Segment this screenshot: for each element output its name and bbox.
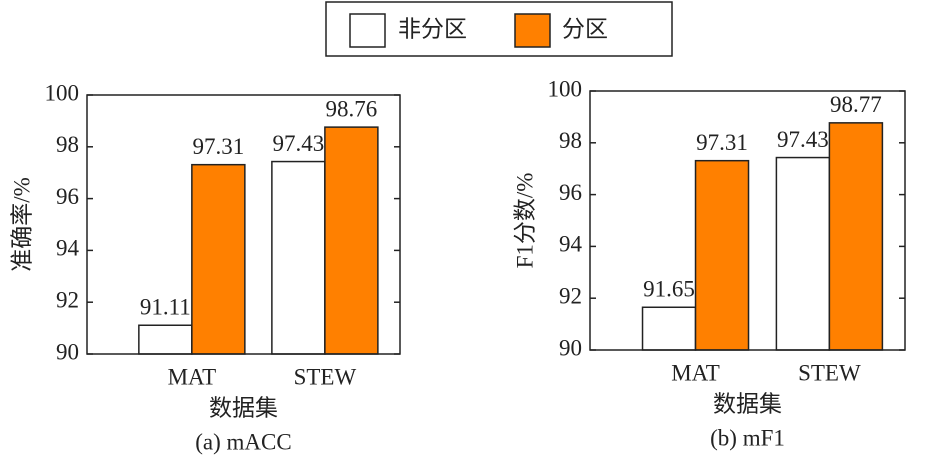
legend-label: 非分区 xyxy=(398,16,467,41)
x-tick-label: MAT xyxy=(671,360,720,385)
y-tick-label: 90 xyxy=(56,339,79,364)
y-tick-label: 90 xyxy=(559,335,582,360)
caption: (a) mACC xyxy=(195,429,291,454)
axes-frame xyxy=(589,90,906,351)
value-label: 97.43 xyxy=(777,127,829,152)
value-label: 91.65 xyxy=(643,277,695,302)
y-tick-label: 96 xyxy=(559,180,582,205)
x-axis-label: 数据集 xyxy=(209,395,278,420)
bar xyxy=(271,160,326,355)
y-tick-label: 92 xyxy=(56,287,79,312)
value-label: 97.31 xyxy=(192,134,244,159)
y-tick-label: 94 xyxy=(559,232,583,257)
y-tick-label: 98 xyxy=(56,132,79,157)
value-label: 98.77 xyxy=(830,92,882,117)
bar xyxy=(138,324,193,355)
bar xyxy=(828,122,884,351)
bar xyxy=(191,163,246,355)
axes-frame xyxy=(86,94,401,355)
bar xyxy=(694,159,750,351)
caption: (b) mF1 xyxy=(710,425,785,450)
y-tick-label: 100 xyxy=(45,80,80,105)
y-tick-label: 98 xyxy=(559,128,582,153)
legend-label: 分区 xyxy=(562,16,608,41)
x-axis-label: 数据集 xyxy=(713,391,782,416)
legend-swatch xyxy=(349,13,386,48)
x-tick-label: STEW xyxy=(798,360,861,385)
y-axis-label: F1分数/% xyxy=(512,173,537,269)
y-tick-label: 94 xyxy=(56,236,80,261)
x-tick-label: MAT xyxy=(168,364,217,389)
y-tick-label: 96 xyxy=(56,184,79,209)
value-label: 91.11 xyxy=(140,295,191,320)
x-tick-label: STEW xyxy=(294,364,357,389)
bar xyxy=(775,156,831,351)
y-tick-label: 100 xyxy=(548,76,583,101)
bar xyxy=(641,306,697,351)
y-tick-label: 92 xyxy=(559,283,582,308)
value-label: 98.76 xyxy=(326,96,378,121)
value-label: 97.31 xyxy=(696,130,748,155)
bar xyxy=(324,126,379,355)
legend-swatch xyxy=(514,13,551,48)
value-label: 97.43 xyxy=(273,131,325,156)
y-axis-label: 准确率/% xyxy=(9,177,34,272)
